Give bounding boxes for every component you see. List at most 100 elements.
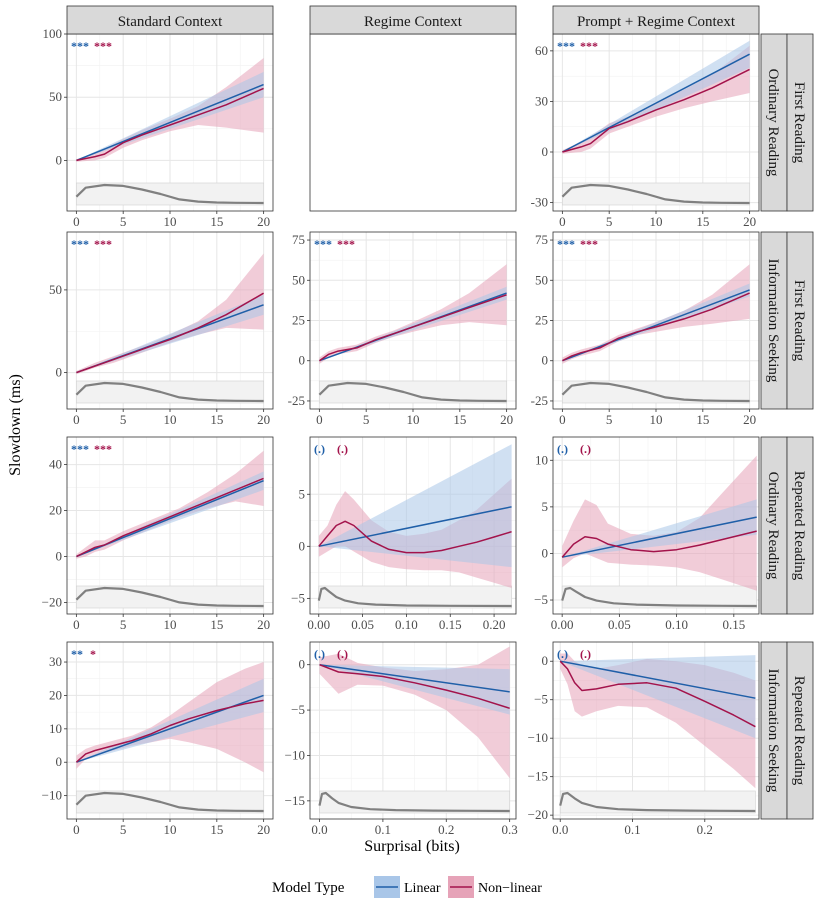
strip-layer: Standard Context Regime Context Prompt + R…	[66, 5, 814, 820]
nonlinear-confidence-band	[562, 455, 757, 591]
y-tick-label: 10	[49, 721, 62, 736]
x-tick-label: 10	[407, 412, 420, 427]
column-strip	[309, 5, 517, 35]
x-tick-label: 20	[257, 214, 270, 229]
y-tick-label: −5	[291, 702, 305, 717]
linear-fit-line	[76, 83, 264, 162]
y-tick-label: −20	[528, 807, 548, 822]
linear-fit-line	[318, 506, 512, 548]
significance-linear: ***	[557, 39, 575, 53]
y-tick-label: 20	[49, 687, 62, 702]
density-inset-background	[76, 585, 264, 609]
y-tick-label: 0	[56, 754, 63, 769]
density-inset-background	[76, 380, 264, 404]
x-tick-label: 0	[559, 412, 566, 427]
y-tick-label: 0	[299, 657, 306, 672]
x-tick-label: 5	[120, 822, 127, 837]
x-tick-label: 20	[257, 412, 270, 427]
column-strip-label: Standard Context	[118, 14, 223, 30]
row-strip-inner	[760, 641, 788, 820]
y-tick-label: 30	[535, 93, 548, 108]
panel: (.) (.) 0.0 0.1 0.2 0.3 −15 −10 −5 0	[285, 641, 518, 837]
linear-fit-line	[562, 53, 750, 153]
x-tick-label: 15	[210, 617, 223, 632]
y-tick-label: -30	[531, 195, 548, 210]
density-curve	[561, 586, 757, 608]
panel-border	[309, 641, 517, 820]
significance-linear: ***	[314, 237, 332, 251]
x-tick-label: 5	[363, 412, 370, 427]
row-strip-label-inner: Ordinary Reading	[765, 69, 781, 177]
nonlinear-fit-line	[76, 292, 264, 374]
y-tick-label: 50	[49, 282, 62, 297]
row-strip-label-outer: Repeated Reading	[791, 676, 807, 786]
y-tick-label: -25	[531, 393, 548, 408]
y-tick-label: 60	[535, 43, 548, 58]
significance-linear: (.)	[557, 442, 568, 456]
y-tick-label: −20	[42, 595, 62, 610]
x-tick-label: 0	[73, 617, 80, 632]
nonlinear-fit-line	[76, 477, 264, 558]
linear-confidence-band	[560, 655, 756, 739]
y-tick-label: −10	[528, 730, 548, 745]
linear-confidence-band	[319, 664, 510, 715]
x-tick-label: 0.10	[395, 617, 418, 632]
panel: *** *** 0 5 10 15 20 -25 0 25 50 75	[288, 231, 517, 427]
legend: Model Type Linear Non−linear	[272, 876, 542, 898]
x-tick-label: 20	[257, 822, 270, 837]
significance-linear: **	[71, 647, 83, 661]
significance-nonlinear: ***	[337, 237, 355, 251]
linear-confidence-band	[562, 40, 750, 153]
y-tick-label: 50	[49, 89, 62, 104]
x-tick-label: 0.3	[502, 822, 518, 837]
y-tick-label: 50	[535, 272, 548, 287]
panel: (.) (.) 0.00 0.05 0.10 0.15 −5 0 5 10	[534, 436, 760, 632]
significance-nonlinear: (.)	[580, 442, 591, 456]
density-curve	[75, 381, 264, 403]
x-tick-label: 0.00	[551, 617, 574, 632]
panel-border	[552, 436, 760, 615]
significance-linear: ***	[557, 237, 575, 251]
density-curve	[75, 791, 264, 813]
x-tick-label: 0.05	[351, 617, 374, 632]
row-strip-label-outer: Repeated Reading	[791, 471, 807, 581]
nonlinear-fit-line	[562, 292, 750, 362]
y-tick-label: 40	[49, 457, 62, 472]
density-inset-background	[319, 380, 507, 404]
x-tick-label: 0	[316, 412, 323, 427]
significance-nonlinear: (.)	[580, 647, 591, 661]
panel: (.) (.) 0.0 0.1 0.2 −20 −15 −10 −5 0	[528, 641, 760, 837]
panel: *** *** 0 5 10 15 20 0 50 100	[43, 26, 274, 229]
panel-border	[552, 641, 760, 820]
column-strip-label: Prompt + Regime Context	[577, 14, 736, 30]
x-tick-label: 5	[120, 617, 127, 632]
significance-nonlinear: (.)	[337, 442, 348, 456]
column-strip-label: Regime Context	[364, 14, 463, 30]
x-tick-label: 15	[696, 214, 709, 229]
y-tick-label: 5	[542, 499, 549, 514]
x-tick-label: 5	[120, 214, 127, 229]
panel-background	[310, 34, 516, 211]
nonlinear-fit-line	[76, 87, 264, 162]
y-tick-label: 50	[292, 272, 305, 287]
y-tick-label: 0	[56, 365, 63, 380]
density-curve	[75, 586, 264, 608]
significance-nonlinear: ***	[580, 39, 598, 53]
x-tick-label: 0	[73, 214, 80, 229]
density-curve	[561, 183, 750, 205]
significance-nonlinear: ***	[94, 442, 112, 456]
panel-border	[309, 436, 517, 615]
y-tick-label: 20	[49, 503, 62, 518]
x-tick-label: 0.0	[311, 822, 327, 837]
panel: *** *** 0 5 10 15 20 0 50	[49, 231, 274, 427]
y-tick-label: 25	[535, 313, 548, 328]
row-strip-label-inner: Information Seeking	[765, 259, 781, 383]
significance-nonlinear: ***	[580, 237, 598, 251]
nonlinear-confidence-band	[76, 450, 264, 559]
linear-confidence-band	[76, 294, 264, 373]
row-strip-label-outer: First Reading	[791, 280, 807, 362]
y-tick-label: 0	[542, 353, 549, 368]
